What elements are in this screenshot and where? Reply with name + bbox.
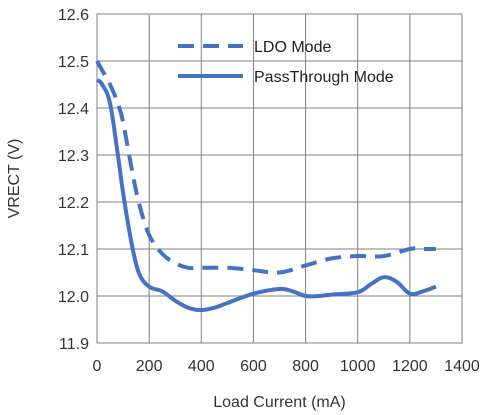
x-tick-label: 1200 <box>392 358 428 375</box>
y-tick-label: 12.1 <box>58 242 89 259</box>
x-axis-title: Load Current (mA) <box>213 394 346 411</box>
y-tick-label: 12.2 <box>58 195 89 212</box>
x-tick-label: 800 <box>292 358 319 375</box>
x-tick-label: 1400 <box>444 358 480 375</box>
y-tick-label: 12.3 <box>58 148 89 165</box>
y-tick-label: 12.0 <box>58 289 89 306</box>
y-tick-label: 12.6 <box>58 7 89 24</box>
ldo-mode-series-line <box>95 60 436 275</box>
legend: LDO Mode PassThrough Mode <box>178 39 394 86</box>
x-tick-label: 400 <box>188 358 215 375</box>
legend-label-ldo-mode: LDO Mode <box>254 39 331 56</box>
x-axis-ticks: 0 200 400 600 800 1000 1200 1400 <box>93 358 480 375</box>
legend-label-passthrough-mode: PassThrough Mode <box>254 69 394 86</box>
y-axis-ticks: 11.9 12.0 12.1 12.2 12.3 12.4 12.5 12.6 <box>58 7 89 353</box>
x-tick-label: 1000 <box>340 358 376 375</box>
passthrough-mode-series-line <box>95 78 437 313</box>
x-tick-label: 0 <box>93 358 102 375</box>
plot-area-border <box>96 13 463 344</box>
y-tick-label: 12.5 <box>58 54 89 71</box>
grid <box>96 13 463 344</box>
series-layer <box>95 60 437 313</box>
y-tick-label: 12.4 <box>58 101 89 118</box>
y-tick-label: 11.9 <box>59 336 89 353</box>
y-axis-title: VRECT (V) <box>6 139 23 219</box>
x-tick-label: 200 <box>136 358 163 375</box>
x-tick-label: 600 <box>240 358 267 375</box>
